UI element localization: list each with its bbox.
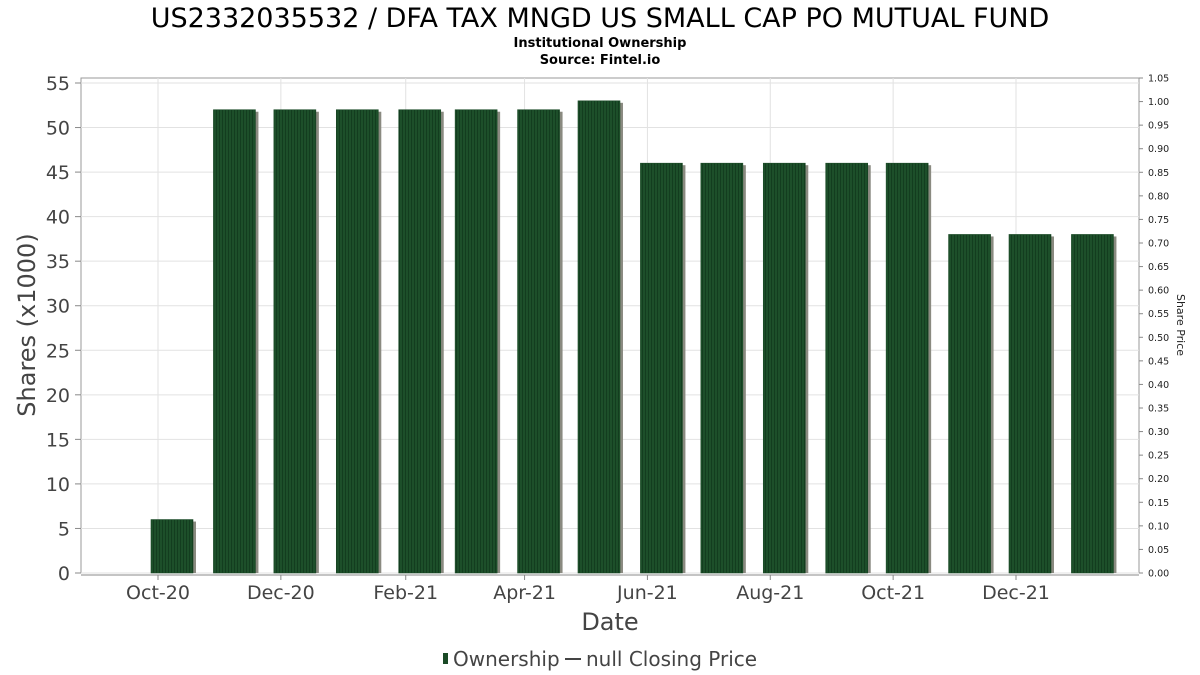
y-axis-label: Shares (x1000) (13, 233, 41, 416)
bar (948, 234, 991, 574)
y2-tick-label: 0.20 (1148, 474, 1169, 485)
y2-tick-label: 0.00 (1148, 569, 1169, 580)
y2-tick-label: 0.85 (1148, 168, 1169, 179)
x-tick-label: Aug-21 (736, 582, 804, 604)
legend: Ownership null Closing Price (443, 647, 757, 671)
bar (1008, 234, 1052, 574)
legend-price-label: null Closing Price (586, 647, 757, 671)
y2-tick-label: 1.05 (1148, 74, 1169, 85)
x-tick-label: Oct-21 (861, 582, 925, 604)
bar (577, 100, 621, 574)
y2-tick-label: 0.45 (1148, 356, 1169, 367)
bar (454, 109, 498, 574)
bar (273, 109, 317, 574)
y-tick-label: 35 (46, 251, 70, 273)
y-tick-label: 55 (46, 73, 70, 95)
y2-tick-label: 1.00 (1148, 97, 1169, 108)
y2-axis-ticks: 0.00 0.05 0.10 0.15 0.20 0.25 0.30 0.35 0.40 0.45… (1139, 74, 1169, 580)
bar (398, 109, 442, 574)
y2-tick-label: 0.40 (1148, 380, 1169, 391)
x-axis-ticks: Oct-20 Dec-20 Feb-21 Apr-21 Jun-21 Aug-21 Oct-… (126, 575, 1050, 604)
y2-tick-label: 0.35 (1148, 404, 1169, 415)
y2-tick-label: 0.25 (1148, 451, 1169, 462)
y-tick-label: 50 (46, 118, 70, 140)
x-tick-label: Oct-20 (126, 582, 190, 604)
y2-axis-label: Share Price (1174, 294, 1187, 356)
y-tick-label: 0 (58, 563, 70, 585)
x-tick-label: Dec-21 (982, 582, 1050, 604)
y-tick-label: 20 (46, 385, 70, 407)
y2-tick-label: 0.70 (1148, 239, 1169, 250)
x-tick-label: Apr-21 (493, 582, 556, 604)
chart-title: US2332035532 / DFA TAX MNGD US SMALL CAP… (151, 3, 1050, 34)
bar (640, 162, 683, 574)
y2-tick-label: 0.65 (1148, 262, 1169, 273)
bar (335, 109, 379, 574)
y2-tick-label: 0.90 (1148, 144, 1169, 155)
y2-tick-label: 0.15 (1148, 498, 1169, 509)
bar (762, 162, 806, 574)
y2-tick-label: 0.05 (1148, 545, 1169, 556)
y-axis-ticks: 0 5 10 15 20 25 30 35 40 45 50 55 (46, 73, 81, 585)
bar (885, 162, 929, 574)
y2-tick-label: 0.60 (1148, 286, 1169, 297)
x-tick-label: Dec-20 (247, 582, 315, 604)
y2-tick-label: 0.80 (1148, 191, 1169, 202)
bar (700, 162, 744, 574)
bar (1071, 234, 1114, 574)
bar (517, 109, 560, 574)
y-tick-label: 15 (46, 429, 70, 451)
chart-source: Source: Fintel.io (540, 53, 661, 68)
y-tick-label: 25 (46, 340, 70, 362)
legend-ownership-label: Ownership (453, 647, 560, 671)
y-tick-label: 30 (46, 296, 70, 318)
bar (150, 519, 194, 574)
bar (213, 109, 256, 574)
y-tick-label: 10 (46, 474, 70, 496)
x-tick-label: Jun-21 (616, 582, 678, 604)
y-tick-label: 40 (46, 207, 70, 229)
x-axis-label: Date (581, 608, 638, 636)
y2-tick-label: 0.10 (1148, 521, 1169, 532)
y2-tick-label: 0.50 (1148, 333, 1169, 344)
y2-tick-label: 0.95 (1148, 121, 1169, 132)
y2-tick-label: 0.55 (1148, 309, 1169, 320)
bar (825, 162, 869, 574)
y-tick-label: 5 (58, 518, 70, 540)
chart-subtitle: Institutional Ownership (514, 36, 687, 51)
y2-tick-label: 0.75 (1148, 215, 1169, 226)
y-tick-label: 45 (46, 162, 70, 184)
bars (150, 100, 1117, 574)
x-tick-label: Feb-21 (373, 582, 438, 604)
legend-ownership-swatch (443, 653, 448, 664)
y2-tick-label: 0.30 (1148, 427, 1169, 438)
